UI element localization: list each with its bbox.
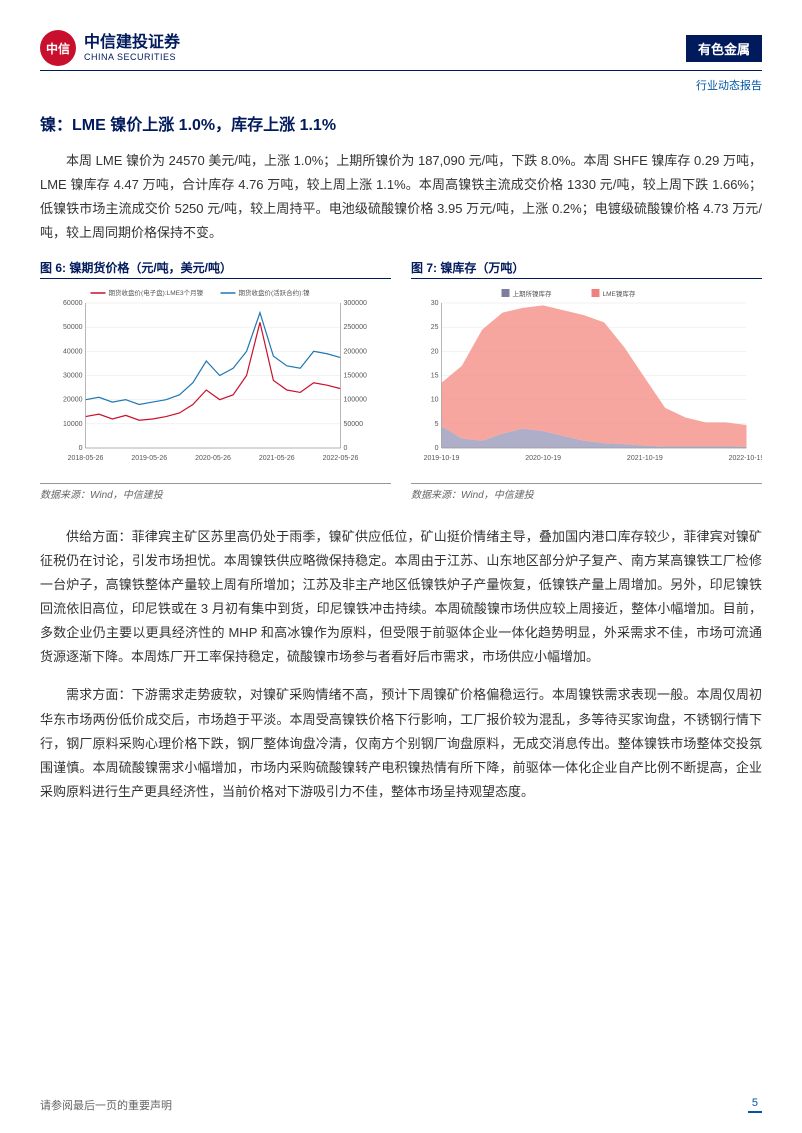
footer-disclaimer: 请参阅最后一页的重要声明	[40, 1097, 172, 1113]
svg-text:期货收盘价(活跃合约):镍: 期货收盘价(活跃合约):镍	[239, 288, 311, 297]
svg-text:30000: 30000	[63, 373, 83, 380]
paragraph-demand: 需求方面：下游需求走势疲软，对镍矿采购情绪不高，预计下周镍矿价格偏稳运行。本周镍…	[40, 683, 762, 803]
svg-text:2021-10-19: 2021-10-19	[627, 455, 663, 462]
svg-text:0: 0	[79, 445, 83, 452]
logo-text-en: CHINA SECURITIES	[84, 52, 180, 62]
svg-text:15: 15	[431, 373, 439, 380]
report-type: 行业动态报告	[40, 77, 762, 93]
svg-text:20000: 20000	[63, 397, 83, 404]
svg-text:100000: 100000	[344, 397, 367, 404]
svg-text:250000: 250000	[344, 324, 367, 331]
logo-text-cn: 中信建投证券	[84, 34, 180, 52]
logo-icon: 中信	[40, 30, 76, 66]
svg-text:50000: 50000	[63, 324, 83, 331]
svg-text:5: 5	[435, 421, 439, 428]
figure-6-source: 数据来源：Wind，中信建投	[40, 483, 391, 501]
svg-text:30: 30	[431, 300, 439, 307]
figure-7-chart: 上期所镍库存 LME镍库存 0 5 10 15 20 25 30 2019-10-19 2020-1…	[411, 283, 762, 473]
sector-badge: 有色金属	[686, 35, 762, 62]
svg-text:150000: 150000	[344, 373, 367, 380]
svg-text:25: 25	[431, 324, 439, 331]
logo-block: 中信 中信建投证券 CHINA SECURITIES	[40, 30, 180, 66]
svg-text:2019-10-19: 2019-10-19	[424, 455, 460, 462]
svg-text:2020-05-26: 2020-05-26	[195, 455, 231, 462]
paragraph-supply: 供给方面：菲律宾主矿区苏里高仍处于雨季，镍矿供应低位，矿山挺价情绪主导，叠加国内…	[40, 525, 762, 669]
svg-text:2020-10-19: 2020-10-19	[525, 455, 561, 462]
svg-text:200000: 200000	[344, 349, 367, 356]
section-title: 镍：LME 镍价上涨 1.0%，库存上涨 1.1%	[40, 111, 762, 135]
figure-6-chart: 期货收盘价(电子盘):LME3个月镍 期货收盘价(活跃合约):镍 0 10000 200…	[40, 283, 391, 473]
figure-6-title: 图 6: 镍期货价格（元/吨，美元/吨）	[40, 259, 391, 279]
svg-text:上期所镍库存: 上期所镍库存	[513, 289, 553, 298]
page-header: 中信 中信建投证券 CHINA SECURITIES 有色金属	[40, 30, 762, 71]
svg-text:2022-05-26: 2022-05-26	[323, 455, 359, 462]
figure-row: 图 6: 镍期货价格（元/吨，美元/吨） 期货收盘价(电子盘):LME3个月镍期…	[40, 259, 762, 473]
svg-text:10: 10	[431, 397, 439, 404]
svg-text:40000: 40000	[63, 349, 83, 356]
figure-7-source: 数据来源：Wind，中信建投	[411, 483, 762, 501]
page-footer: 请参阅最后一页的重要声明 5	[40, 1097, 762, 1113]
svg-text:2022-10-19: 2022-10-19	[729, 455, 762, 462]
paragraph-intro: 本周 LME 镍价为 24570 美元/吨，上涨 1.0%；上期所镍价为 187…	[40, 149, 762, 245]
svg-text:300000: 300000	[344, 300, 367, 307]
svg-text:LME镍库存: LME镍库存	[603, 289, 636, 298]
svg-text:10000: 10000	[63, 421, 83, 428]
svg-text:2018-05-26: 2018-05-26	[68, 455, 104, 462]
svg-text:2021-05-26: 2021-05-26	[259, 455, 295, 462]
svg-text:0: 0	[344, 445, 348, 452]
svg-text:60000: 60000	[63, 300, 83, 307]
svg-text:20: 20	[431, 349, 439, 356]
svg-text:0: 0	[435, 445, 439, 452]
svg-text:50000: 50000	[344, 421, 364, 428]
page-number: 5	[748, 1097, 762, 1113]
figure-7-title: 图 7: 镍库存（万吨）	[411, 259, 762, 279]
svg-text:2019-05-26: 2019-05-26	[131, 455, 167, 462]
svg-text:期货收盘价(电子盘):LME3个月镍: 期货收盘价(电子盘):LME3个月镍	[109, 288, 204, 297]
